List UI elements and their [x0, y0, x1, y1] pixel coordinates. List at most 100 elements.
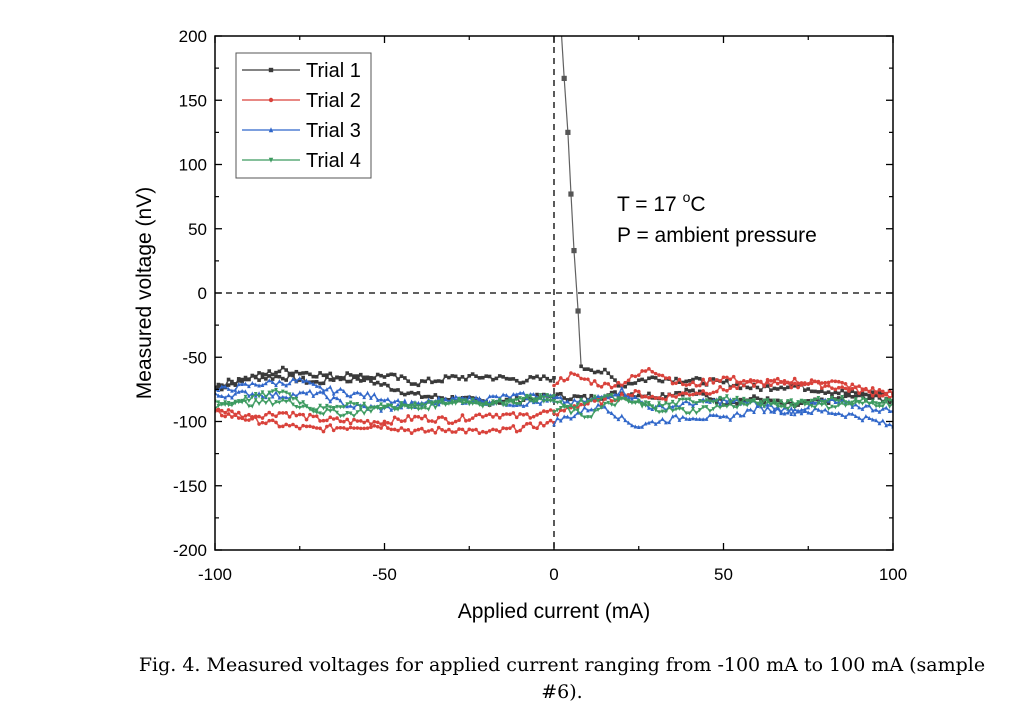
- data-point: [253, 398, 258, 403]
- data-point: [215, 385, 217, 390]
- x-tick-label: 50: [714, 565, 733, 584]
- data-point: [806, 399, 811, 403]
- data-point: [470, 401, 475, 407]
- data-point: [823, 380, 827, 385]
- data-point: [355, 374, 360, 378]
- data-point: [525, 402, 529, 407]
- data-point: [399, 401, 404, 406]
- data-point: [460, 375, 465, 379]
- data-point: [542, 409, 546, 413]
- data-point: [355, 426, 360, 430]
- data-point: [772, 398, 777, 403]
- data-point: [389, 403, 394, 408]
- data-point: [806, 400, 811, 406]
- data-point: [416, 427, 421, 432]
- data-point: [531, 425, 536, 430]
- data-point: [274, 388, 278, 393]
- data-point: [406, 379, 411, 384]
- data-point: [775, 404, 780, 409]
- data-point: [650, 394, 655, 399]
- data-point: [352, 417, 356, 422]
- data-point: [321, 406, 326, 411]
- data-point: [325, 407, 329, 412]
- data-point: [589, 382, 594, 386]
- data-point: [725, 389, 729, 393]
- data-point: [342, 426, 346, 430]
- data-point: [575, 402, 580, 408]
- data-point: [806, 387, 811, 391]
- data-point: [555, 408, 560, 413]
- data-point: [799, 381, 804, 385]
- data-point: [884, 397, 889, 402]
- data-point: [484, 374, 488, 378]
- data-point: [531, 414, 536, 419]
- data-point: [809, 404, 814, 409]
- data-point: [718, 379, 722, 383]
- data-point: [392, 407, 397, 412]
- data-point: [620, 383, 624, 388]
- data-point: [291, 376, 295, 381]
- x-tick-label: 100: [879, 565, 907, 584]
- data-point: [735, 380, 739, 384]
- data-point: [562, 414, 566, 419]
- data-point: [362, 401, 366, 406]
- data-point: [779, 380, 783, 384]
- data-point: [504, 392, 509, 398]
- data-point: [630, 381, 634, 386]
- data-point: [592, 409, 597, 414]
- data-point: [335, 375, 339, 380]
- data-point: [708, 392, 712, 396]
- data-point: [494, 428, 499, 432]
- data-point: [243, 381, 248, 386]
- data-point: [599, 370, 604, 375]
- data-point: [375, 372, 380, 377]
- data-point: [674, 407, 678, 412]
- data-point: [375, 420, 380, 425]
- data-point: [857, 400, 861, 405]
- data-point: [531, 400, 536, 405]
- data-point: [355, 377, 360, 381]
- data-point: [501, 375, 505, 379]
- data-point: [731, 397, 736, 403]
- data-point: [708, 377, 712, 381]
- data-point: [284, 390, 288, 395]
- data-point: [647, 395, 651, 400]
- data-point: [792, 381, 797, 386]
- data-point: [250, 373, 255, 378]
- data-point: [599, 385, 604, 389]
- data-point: [636, 373, 641, 377]
- data-point: [294, 396, 299, 401]
- data-point: [745, 407, 750, 412]
- data-point: [758, 404, 763, 409]
- data-point: [586, 367, 590, 371]
- data-point: [647, 367, 651, 371]
- data-point: [792, 402, 797, 407]
- data-point: [264, 394, 268, 400]
- data-point: [270, 372, 275, 377]
- reference-lines: [215, 36, 893, 550]
- data-point: [582, 367, 587, 371]
- data-point: [338, 414, 343, 419]
- data-point: [216, 393, 221, 398]
- data-point: [833, 379, 838, 384]
- data-point: [874, 407, 878, 412]
- data-point: [558, 418, 563, 423]
- data-point: [860, 391, 865, 395]
- data-point: [545, 376, 550, 381]
- data-point: [867, 401, 872, 406]
- data-point: [338, 386, 343, 391]
- data-point: [572, 372, 577, 377]
- data-point: [518, 428, 522, 433]
- data-point: [321, 429, 326, 434]
- x-axis-title: Applied current (mA): [458, 600, 651, 623]
- data-point: [511, 398, 516, 403]
- series-trial-4: [215, 388, 893, 420]
- data-point: [874, 404, 878, 409]
- data-point: [877, 421, 882, 426]
- data-point: [782, 402, 787, 407]
- data-point: [297, 405, 302, 410]
- data-point: [813, 379, 817, 384]
- data-point: [470, 416, 475, 420]
- data-point: [677, 380, 682, 384]
- data-point: [613, 403, 617, 408]
